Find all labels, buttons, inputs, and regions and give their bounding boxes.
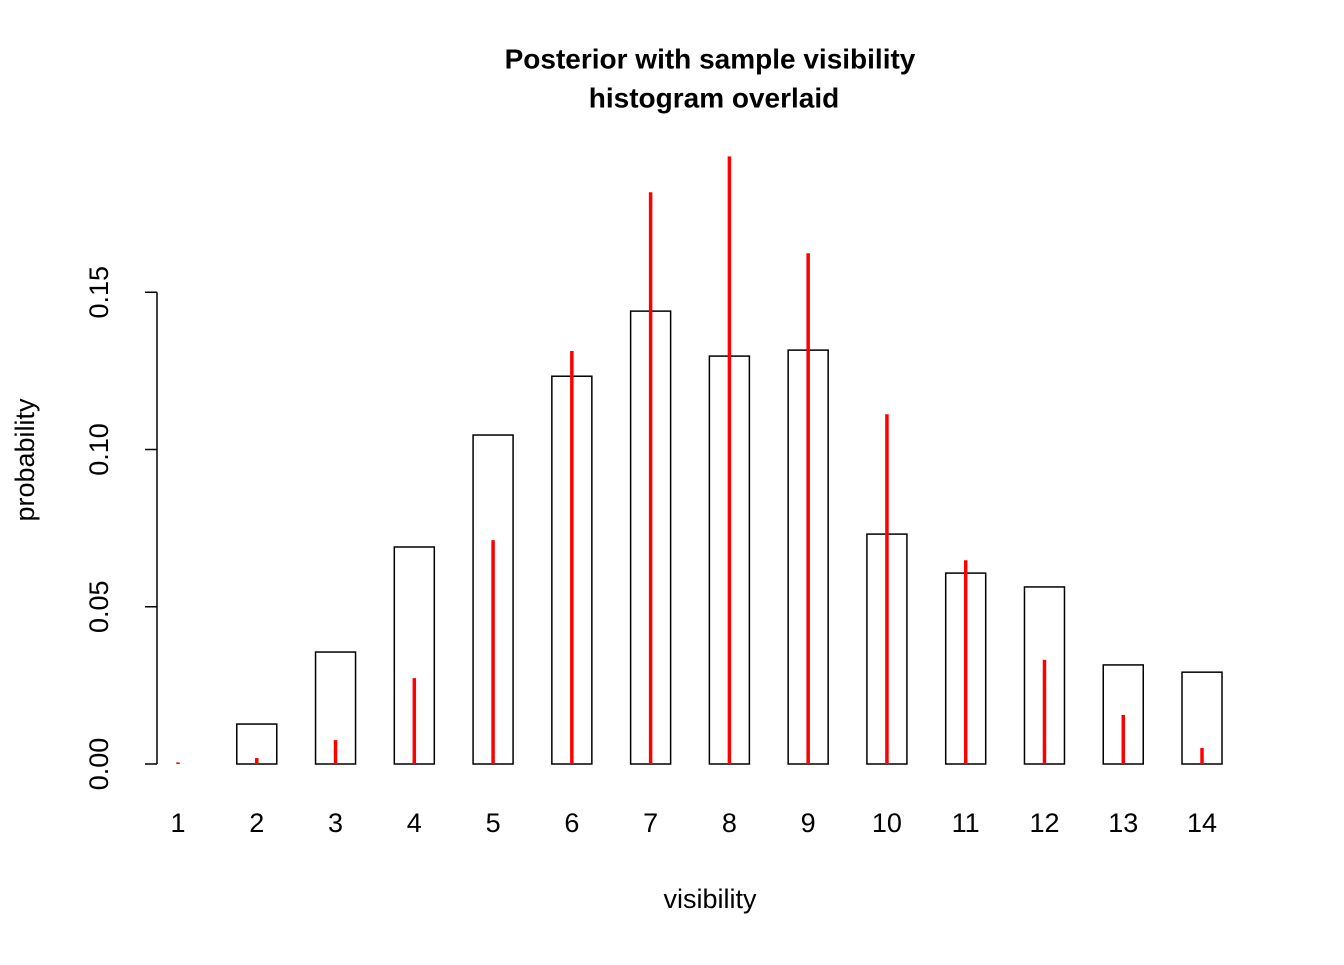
x-tick-label: 3 bbox=[328, 808, 343, 838]
x-tick-label: 1 bbox=[170, 808, 185, 838]
y-tick-label: 0.00 bbox=[84, 738, 114, 791]
x-tick-label: 13 bbox=[1108, 808, 1138, 838]
y-axis-label: probability bbox=[10, 398, 40, 522]
chart-title: Posterior with sample visibility bbox=[505, 43, 916, 74]
x-tick-label: 7 bbox=[643, 808, 658, 838]
x-tick-label: 5 bbox=[486, 808, 501, 838]
x-tick-label: 12 bbox=[1029, 808, 1059, 838]
x-tick-label: 10 bbox=[872, 808, 902, 838]
x-tick-label: 11 bbox=[952, 808, 980, 838]
x-tick-label: 8 bbox=[722, 808, 737, 838]
y-tick-label: 0.10 bbox=[84, 423, 114, 476]
y-tick-label: 0.15 bbox=[84, 266, 114, 319]
x-tick-label: 9 bbox=[801, 808, 816, 838]
chart-title: histogram overlaid bbox=[589, 82, 840, 113]
x-tick-label: 6 bbox=[564, 808, 579, 838]
x-axis-label: visibility bbox=[663, 884, 757, 914]
x-tick-label: 2 bbox=[249, 808, 264, 838]
bar bbox=[236, 723, 278, 765]
x-tick-label: 4 bbox=[407, 808, 422, 838]
x-tick-label: 14 bbox=[1187, 808, 1217, 838]
y-tick-label: 0.05 bbox=[84, 580, 114, 633]
